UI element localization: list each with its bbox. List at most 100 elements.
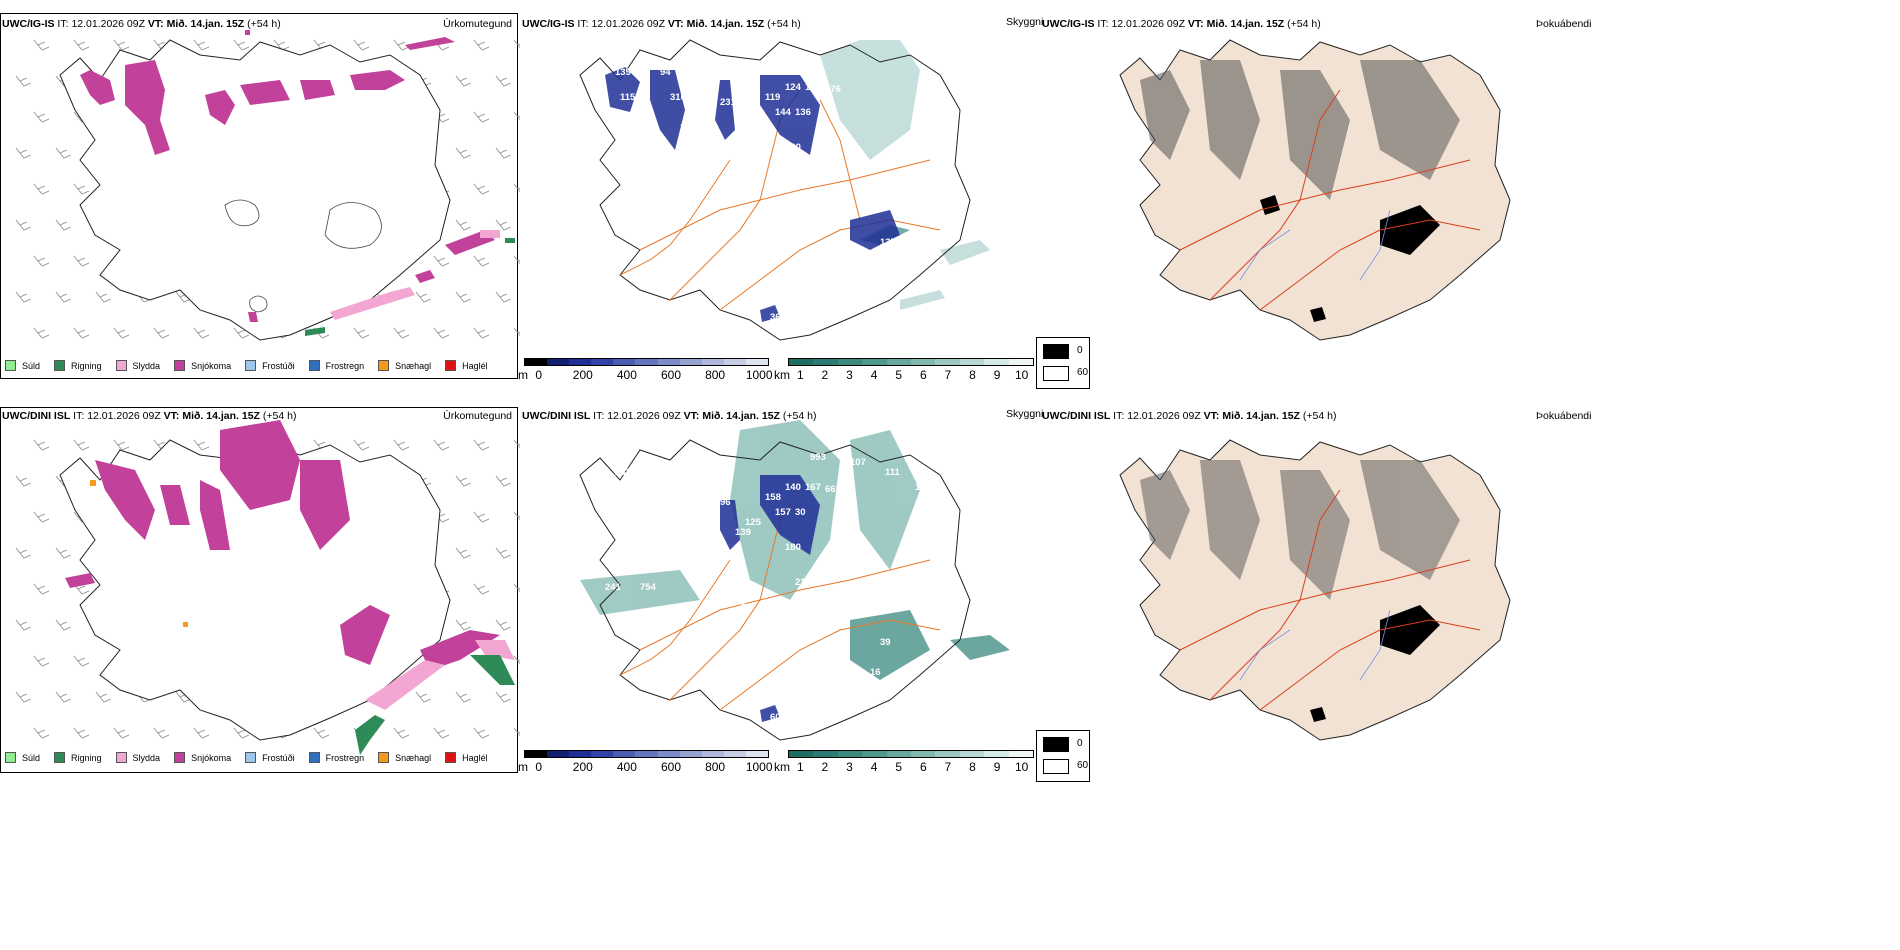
colorbar-unit: km bbox=[774, 760, 790, 774]
precip-legend-item: Snjókoma bbox=[174, 360, 231, 371]
visibility-number: 754 bbox=[640, 582, 657, 593]
wind-barb bbox=[113, 327, 130, 339]
wind-barb bbox=[495, 547, 512, 559]
colorbar-tick-label: 7 bbox=[944, 368, 952, 382]
wind-barb bbox=[513, 327, 520, 337]
visibility-number: 131 bbox=[805, 82, 822, 93]
lead-time: (+54 h) bbox=[1302, 410, 1337, 422]
wind-barb bbox=[393, 727, 410, 739]
visibility-number: 137 bbox=[880, 237, 896, 248]
precip-legend-item: Frostúði bbox=[245, 752, 295, 763]
visibility-number: 115 bbox=[620, 92, 636, 103]
wind-barb bbox=[153, 327, 170, 339]
colorbar-unit: m bbox=[518, 368, 528, 382]
precip-legend-item: Frostúði bbox=[245, 360, 295, 371]
colorbar-tick-label: 1000 bbox=[745, 760, 773, 774]
visibility-number: 119 bbox=[765, 92, 780, 103]
precip-type-panel-bottom: UWC/DINI ISL IT: 12.01.2026 09Z VT: Mið.… bbox=[0, 400, 520, 785]
high-ground-blue bbox=[605, 67, 900, 322]
visibility-number: 139 bbox=[870, 267, 886, 278]
issue-time: 12.01.2026 09Z bbox=[87, 410, 161, 422]
fog-legend-low-label: 60 bbox=[1077, 760, 1089, 771]
precip-legend-label: Snjókoma bbox=[191, 360, 232, 371]
iceland-coastline bbox=[59, 439, 451, 741]
wind-barb bbox=[55, 147, 72, 159]
colorbar-tick-label: 10 bbox=[1015, 368, 1029, 382]
wind-barb bbox=[15, 219, 32, 231]
visibility-number: 29 bbox=[605, 182, 616, 193]
colorbar-tick-label: 9 bbox=[993, 368, 1001, 382]
visibility-number: 30 bbox=[795, 507, 806, 518]
colorbar-tick-label: 600 bbox=[660, 368, 682, 382]
visibility-number: 94 bbox=[660, 67, 671, 78]
precip-legend-label: Slydda bbox=[132, 752, 161, 763]
wind-barb bbox=[95, 291, 112, 303]
visibility-number: 30 bbox=[735, 597, 746, 608]
wind-barb bbox=[55, 691, 72, 703]
panel-title: UWC/IG-IS IT: 12.01.2026 09Z VT: Mið. 14… bbox=[2, 18, 281, 30]
visibility-number: 188 bbox=[795, 177, 811, 188]
wind-barb bbox=[415, 291, 432, 303]
visibility-number: 165 bbox=[680, 122, 697, 133]
issue-time: 12.01.2026 09Z bbox=[1111, 18, 1185, 30]
colorbar-tick-label: 400 bbox=[616, 760, 637, 774]
wind-barb bbox=[33, 511, 50, 523]
visibility-number: 176 bbox=[825, 84, 841, 95]
wind-barb bbox=[55, 219, 72, 231]
visibility-number: 662 bbox=[825, 484, 841, 495]
colorbar-tick-label: 9 bbox=[993, 760, 1001, 774]
visibility-number: 111 bbox=[885, 467, 901, 478]
wind-barb bbox=[73, 183, 90, 195]
visibility-number: 127 bbox=[685, 147, 701, 158]
valid-time: Mið. 14.jan. 15Z bbox=[1206, 18, 1285, 30]
wind-barb bbox=[513, 583, 520, 593]
precip-legend-label: Haglél bbox=[462, 360, 488, 371]
wind-barb bbox=[393, 327, 410, 339]
wind-barb bbox=[473, 183, 490, 195]
precip-type-map bbox=[15, 420, 520, 755]
issue-time: 12.01.2026 09Z bbox=[591, 18, 665, 30]
visibility-panel-bottom: UWC/DINI ISL IT: 12.01.2026 09Z VT: Mið.… bbox=[518, 400, 1044, 785]
height-bar-colorbar bbox=[524, 750, 769, 758]
wind-barb bbox=[233, 39, 250, 51]
visibility-label: Skyggni bbox=[1006, 16, 1044, 28]
fog-legend-low-swatch bbox=[1043, 759, 1069, 774]
colorbar-tick-label: 800 bbox=[705, 760, 726, 774]
precip-legend-item: Snjókoma bbox=[174, 752, 231, 763]
visibility-number: 605 bbox=[770, 712, 787, 723]
fog-legend-high-swatch bbox=[1043, 737, 1069, 752]
visibility-number: 231 bbox=[720, 97, 737, 108]
wind-barb bbox=[33, 39, 50, 51]
precip-legend-label: Súld bbox=[22, 752, 41, 763]
wind-barb bbox=[233, 327, 250, 339]
wind-barb bbox=[193, 39, 210, 51]
wind-barb bbox=[33, 727, 50, 739]
wind-barb bbox=[73, 327, 90, 339]
colorbar-tick-label: 8 bbox=[969, 368, 976, 382]
visibility-bar-colorbar bbox=[788, 750, 1034, 758]
precip-type-map bbox=[15, 30, 520, 341]
precip-legend-swatch bbox=[174, 752, 186, 763]
wind-barb bbox=[15, 691, 32, 703]
precip-legend-swatch bbox=[445, 752, 457, 763]
visibility-label: Skyggni bbox=[1006, 408, 1044, 420]
visibility-number: 124 bbox=[785, 82, 802, 93]
fog-teal-areas bbox=[820, 40, 990, 310]
wind-barb bbox=[455, 219, 472, 231]
wind-barb bbox=[495, 147, 512, 159]
panel-title: UWC/DINI ISL IT: 12.01.2026 09Z VT: Mið.… bbox=[2, 410, 297, 422]
fog-grey-shading bbox=[1140, 460, 1460, 600]
wind-barb bbox=[33, 255, 50, 267]
colorbar-tick-label: 1 bbox=[796, 760, 804, 774]
lead-time: (+54 h) bbox=[782, 410, 817, 422]
visibility-panel-top: UWC/IG-IS IT: 12.01.2026 09Z VT: Mið. 14… bbox=[518, 0, 1044, 385]
colorbar-tick-label: 5 bbox=[895, 760, 903, 774]
visibility-number: 90 bbox=[670, 552, 681, 563]
wind-barb bbox=[433, 727, 450, 739]
lead-time: (+54 h) bbox=[767, 18, 801, 30]
wind-barb bbox=[73, 439, 90, 451]
wind-barb bbox=[495, 691, 512, 703]
snow-areas bbox=[80, 30, 495, 322]
visibility-number: 36 bbox=[770, 312, 781, 323]
precip-legend: Súld Rigning Slydda Snjókoma Frostúði Frostre… bbox=[5, 360, 502, 371]
